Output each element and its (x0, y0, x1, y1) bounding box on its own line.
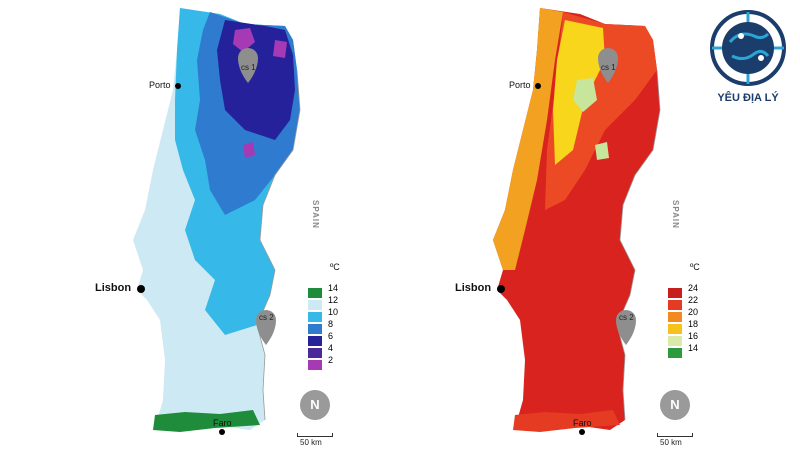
left-map-peak-patch-2 (273, 40, 287, 58)
legend-value: 6 (328, 331, 334, 341)
right-map-city-faro: Faro (573, 418, 592, 428)
legend-swatch (668, 348, 682, 358)
right-map-pin-cs2-marker (616, 310, 636, 345)
legend-swatch (308, 312, 322, 322)
right-map-pin-cs2-label: cs 2 (619, 313, 634, 322)
left-map-scale-label: 50 km (300, 438, 322, 447)
legend-swatch (308, 336, 322, 346)
right-map-city-porto: Porto (509, 80, 531, 90)
left-map-pin-cs2-label: cs 2 (259, 313, 274, 322)
left-map-north-arrow-icon: N (300, 390, 330, 420)
right-map-scale-label: 50 km (660, 438, 682, 447)
yeu-dia-ly-logo: YÊU ĐỊA LÝ (705, 8, 791, 108)
legend-value: 14 (328, 283, 339, 293)
left-map-pin-cs2[interactable] (256, 310, 276, 345)
right-map-porto-dot (535, 83, 541, 89)
left-map-country-label: SPAIN (311, 200, 320, 229)
right-map-scale-bar (657, 433, 693, 437)
right-map-graphic (493, 8, 661, 435)
right-temperature-map: Porto Lisbon Faro cs 1 cs 2 SPAIN ºC 24 … (455, 0, 785, 450)
right-map-peak-zone (573, 78, 597, 112)
legend-value: 8 (328, 319, 334, 329)
left-map-city-porto: Porto (149, 80, 171, 90)
legend-value: 22 (688, 295, 699, 305)
legend-swatch (668, 324, 682, 334)
legend-value: 10 (328, 307, 339, 317)
right-map-lisbon-dot (497, 285, 505, 293)
left-map-graphic (133, 8, 301, 435)
right-map-faro-dot (579, 429, 585, 435)
left-map-border-line (256, 69, 301, 421)
legend-value: 20 (688, 307, 699, 317)
right-map-pin-cs2[interactable] (616, 310, 636, 345)
legend-value: 16 (688, 331, 699, 341)
left-map-city-faro: Faro (213, 418, 232, 428)
legend-swatch (308, 288, 322, 298)
left-map-pin-cs2-marker (256, 310, 276, 345)
right-map-legend-unit: ºC (690, 262, 700, 272)
legend-swatch (308, 348, 322, 358)
left-map-pin-cs1[interactable] (238, 48, 258, 83)
globe-logo-icon (710, 10, 786, 86)
legend-value: 14 (688, 343, 699, 353)
left-map-pin-cs1-marker (238, 48, 258, 83)
right-map-country-label: SPAIN (671, 200, 680, 229)
right-map-pin-cs1-marker (598, 48, 618, 83)
right-map-peak-zone-2 (595, 142, 609, 160)
legend-value: 18 (688, 319, 699, 329)
left-map-pin-cs1-label: cs 1 (241, 63, 256, 72)
left-map-legend-unit: ºC (330, 262, 340, 272)
legend-swatch (668, 336, 682, 346)
logo-text: YÊU ĐỊA LÝ (717, 92, 779, 104)
legend-swatch (308, 360, 322, 370)
left-map-porto-dot (175, 83, 181, 89)
right-map-border-line (616, 69, 661, 421)
right-map-west-coast-band (493, 8, 563, 270)
left-map-scale-bar (297, 433, 333, 437)
right-map-south-coast (513, 410, 620, 432)
right-map-north-arrow-icon: N (660, 390, 690, 420)
left-map-south-coast (153, 410, 260, 432)
legend-value: 12 (328, 295, 339, 305)
legend-swatch (668, 288, 682, 298)
legend-value: 24 (688, 283, 699, 293)
right-map-pin-cs1[interactable] (598, 48, 618, 83)
left-map-faro-dot (219, 429, 225, 435)
legend-value: 4 (328, 343, 334, 353)
legend-value: 2 (328, 355, 334, 365)
legend-swatch (308, 300, 322, 310)
left-map-city-lisbon: Lisbon (95, 282, 132, 294)
left-temperature-map: Porto Lisbon Faro cs 1 cs 2 SPAIN ºC 14 … (95, 0, 425, 450)
left-map-peak-patch-1 (233, 28, 255, 52)
legend-swatch (668, 312, 682, 322)
right-map-pin-cs1-label: cs 1 (601, 63, 616, 72)
legend-swatch (308, 324, 322, 334)
left-map-lisbon-dot (137, 285, 145, 293)
left-map-peak-patch-3 (243, 142, 255, 158)
right-map-city-lisbon: Lisbon (455, 282, 492, 294)
legend-swatch (668, 300, 682, 310)
